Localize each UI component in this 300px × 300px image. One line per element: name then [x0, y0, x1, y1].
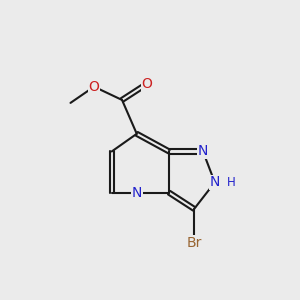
Text: O: O [142, 77, 152, 91]
Text: H: H [226, 176, 235, 189]
Text: O: O [88, 80, 100, 94]
Text: N: N [210, 176, 220, 189]
Text: Br: Br [187, 236, 202, 250]
Text: N: N [132, 186, 142, 200]
Text: N: N [198, 145, 208, 158]
